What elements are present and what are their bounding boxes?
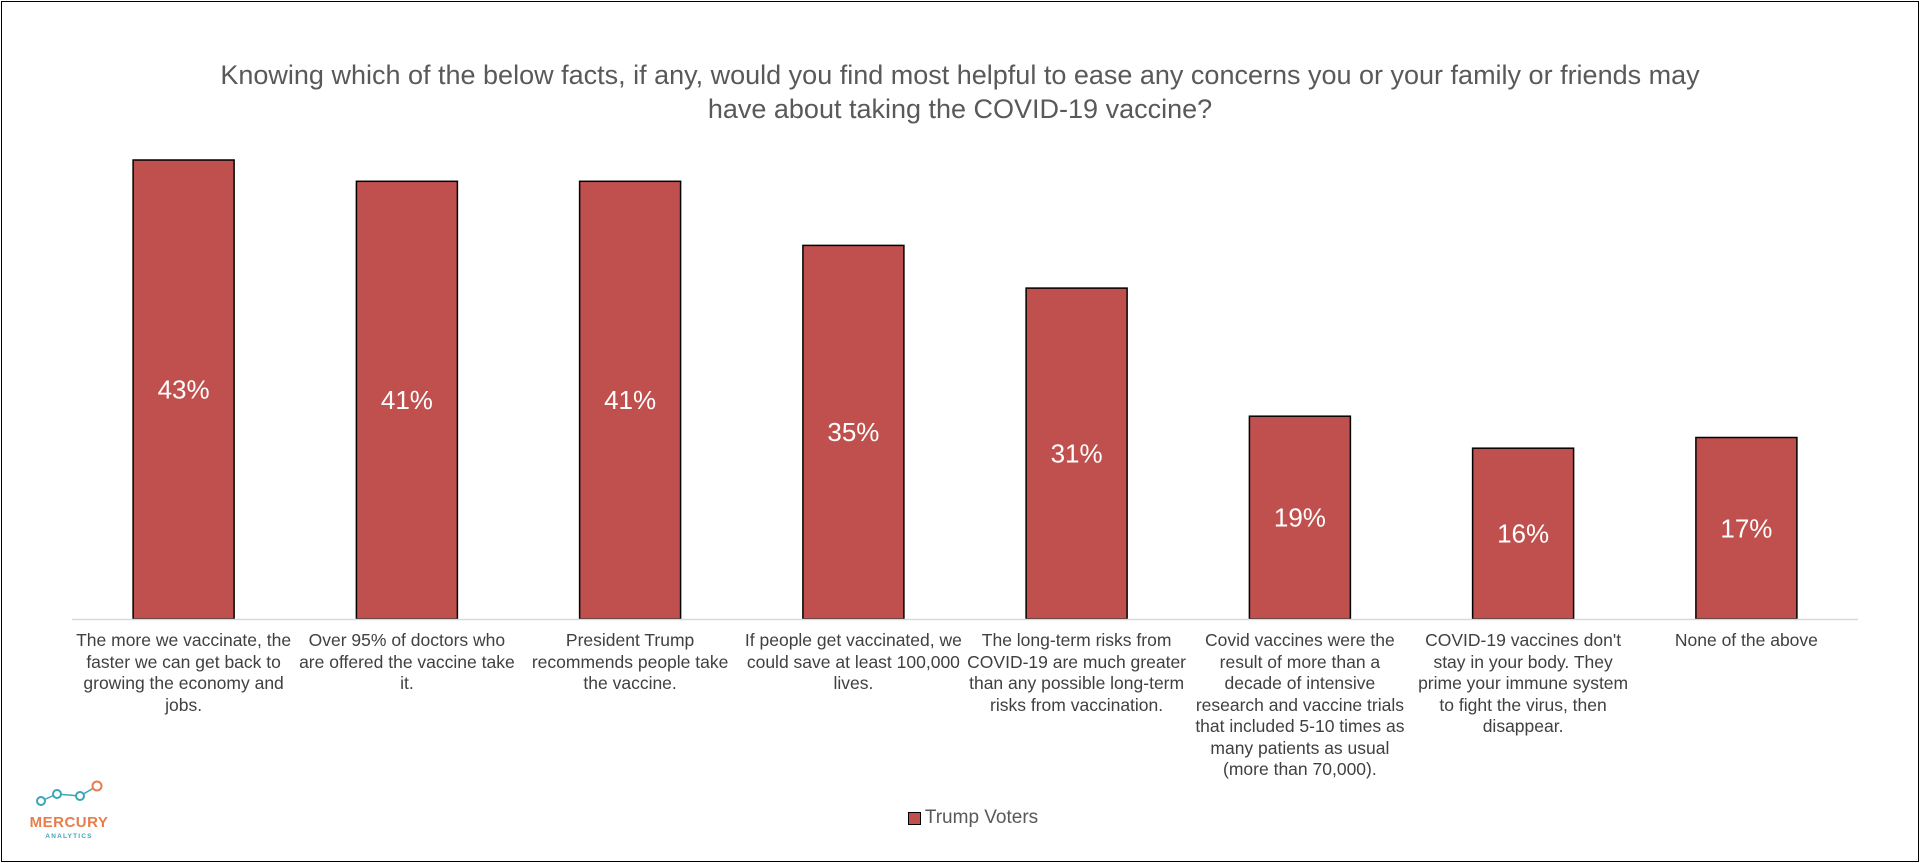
logo-wordmark: MERCURY <box>29 814 109 831</box>
bar <box>132 159 235 620</box>
legend: Trump Voters <box>0 807 1920 829</box>
data-label: 35% <box>827 417 879 447</box>
data-label: 41% <box>381 385 433 415</box>
bar <box>1248 415 1352 620</box>
category-label: Covid vaccines were the result of more t… <box>1195 630 1405 779</box>
legend-label: Trump Voters <box>924 807 1039 828</box>
data-label: 19% <box>1274 503 1326 533</box>
category-label: None of the above <box>1674 630 1818 650</box>
chart-title: Knowing which of the below facts, if any… <box>220 60 1700 124</box>
category-label: President Trump recommends people take t… <box>531 630 729 693</box>
category-label: The long-term risks from COVID-19 are mu… <box>967 630 1187 715</box>
category-label: Over 95% of doctors who are offered the … <box>299 630 515 693</box>
logo-subtitle: ANALYTICS <box>45 833 93 840</box>
bar <box>578 180 682 620</box>
data-label: 17% <box>1720 513 1772 543</box>
data-label: 41% <box>604 385 656 415</box>
category-label: COVID-19 vaccines don't stay in your bod… <box>1418 630 1629 736</box>
mercury-analytics-logo: MERCURY ANALYTICS <box>22 776 116 844</box>
data-label: 43% <box>158 375 210 405</box>
bar <box>1695 436 1798 620</box>
category-label: The more we vaccinate, the faster we can… <box>76 630 292 715</box>
legend-swatch <box>907 811 921 825</box>
bar <box>1471 447 1575 620</box>
data-label: 16% <box>1497 519 1549 549</box>
bar <box>1025 287 1128 620</box>
category-label: If people get vaccinated, we could save … <box>744 630 962 693</box>
data-label: 31% <box>1051 439 1103 469</box>
logo-mark-icon <box>36 780 103 806</box>
